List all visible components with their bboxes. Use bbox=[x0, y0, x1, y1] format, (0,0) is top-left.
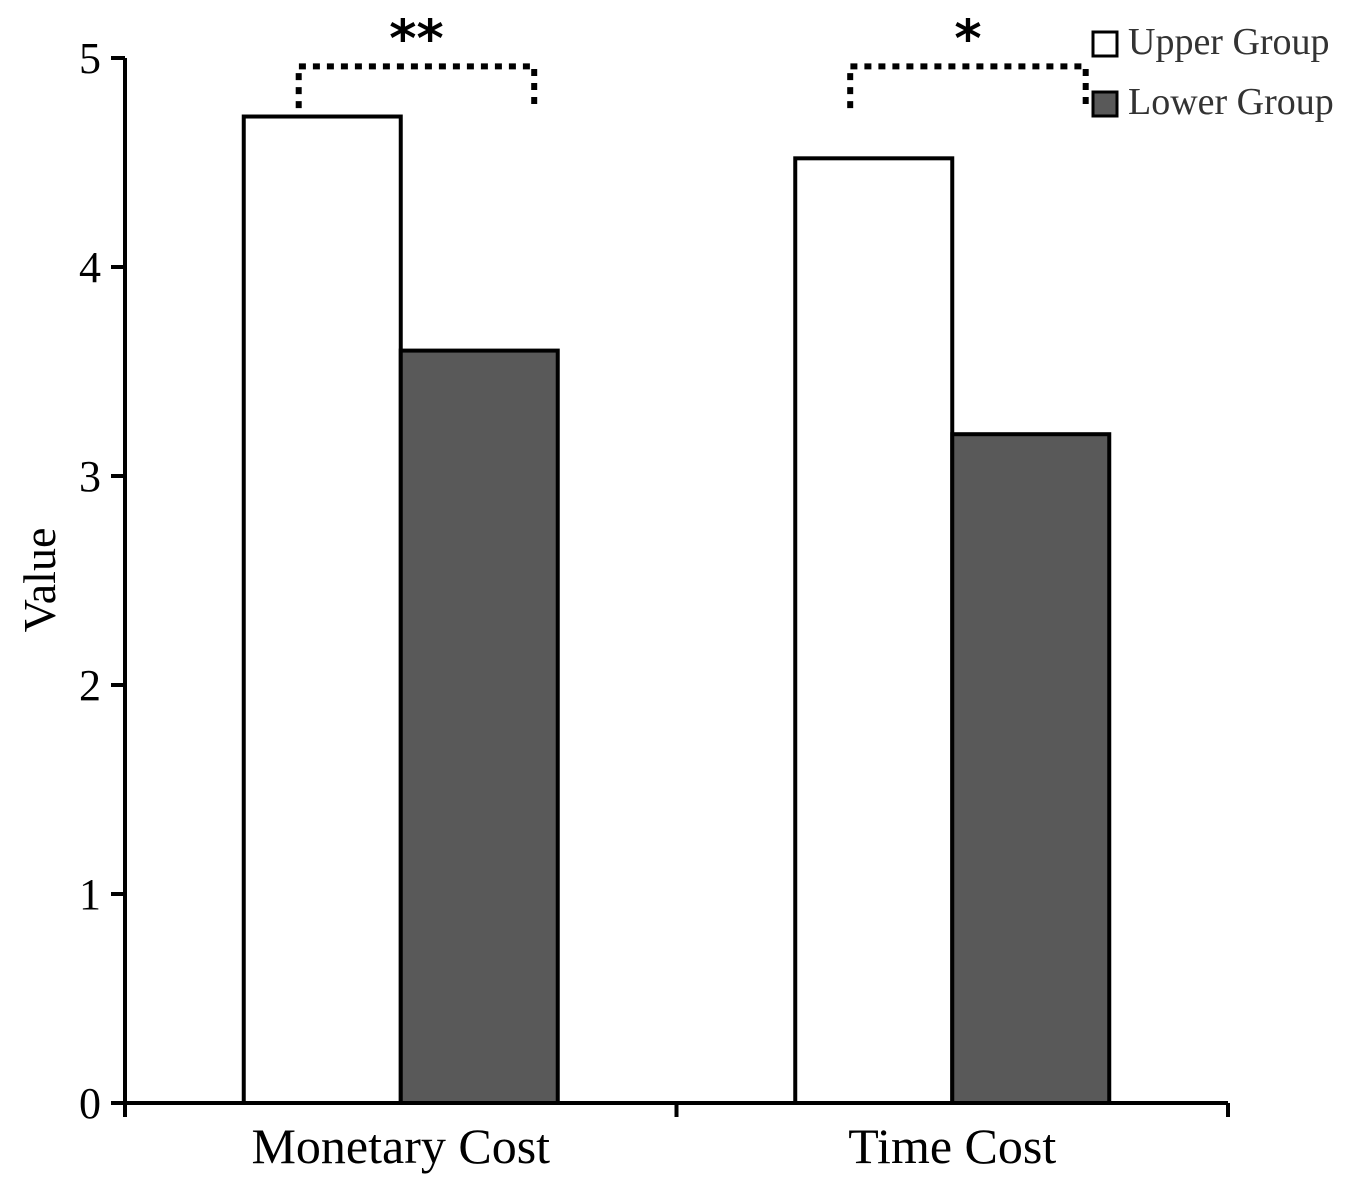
legend: Upper Group Lower Group bbox=[1091, 21, 1334, 123]
y-axis: 0 1 2 3 4 5 bbox=[79, 34, 127, 1128]
y-axis-title: Value bbox=[14, 528, 65, 633]
y-tick-label: 1 bbox=[79, 870, 101, 919]
y-tick-label: 5 bbox=[79, 34, 101, 83]
y-tick-label: 3 bbox=[79, 452, 101, 501]
bar-upper-group-0 bbox=[241, 114, 403, 1105]
bar-lower-group-0 bbox=[398, 348, 560, 1106]
significance-brackets: ** * bbox=[295, 9, 1089, 109]
x-category-label: Monetary Cost bbox=[251, 1118, 550, 1174]
significance-bracket bbox=[847, 63, 1089, 109]
legend-swatch bbox=[1091, 30, 1119, 58]
significance-marker: * bbox=[954, 9, 981, 69]
x-axis: Monetary Cost Time Cost bbox=[123, 1101, 1230, 1174]
y-tick-label: 0 bbox=[79, 1079, 101, 1128]
significance-marker: ** bbox=[389, 9, 443, 69]
bar-upper-group-1 bbox=[793, 156, 955, 1105]
legend-label: Lower Group bbox=[1128, 81, 1334, 123]
y-tick-label: 4 bbox=[79, 243, 101, 292]
x-category-label: Time Cost bbox=[848, 1118, 1056, 1174]
legend-swatch bbox=[1091, 90, 1119, 118]
y-tick-label: 2 bbox=[79, 661, 101, 710]
bars bbox=[241, 114, 1112, 1106]
significance-bracket bbox=[295, 63, 538, 109]
legend-label: Upper Group bbox=[1128, 21, 1330, 63]
bar-lower-group-1 bbox=[950, 432, 1112, 1105]
